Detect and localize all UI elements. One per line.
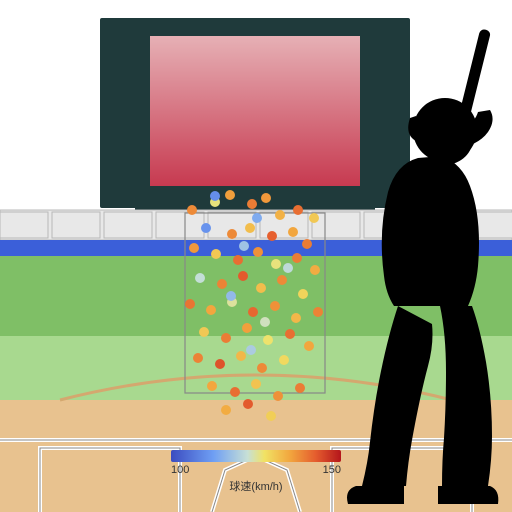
pitch-marker (189, 243, 199, 253)
pitch-marker (238, 271, 248, 281)
pitch-marker (236, 351, 246, 361)
pitch-marker (243, 399, 253, 409)
pitch-marker (233, 255, 243, 265)
legend-gradient (171, 450, 341, 462)
pitch-marker (304, 341, 314, 351)
pitch-marker (257, 363, 267, 373)
pitch-marker (226, 291, 236, 301)
pitch-marker (271, 259, 281, 269)
pitch-marker (199, 327, 209, 337)
pitch-marker (211, 249, 221, 259)
pitch-marker (293, 205, 303, 215)
pitch-marker (283, 263, 293, 273)
pitch-marker (261, 193, 271, 203)
pitch-marker (187, 205, 197, 215)
pitch-marker (313, 307, 323, 317)
pitch-marker (246, 345, 256, 355)
pitch-marker (185, 299, 195, 309)
pitch-marker (260, 317, 270, 327)
pitch-marker (210, 191, 220, 201)
pitch-marker (247, 199, 257, 209)
pitch-marker (277, 275, 287, 285)
pitch-marker (273, 391, 283, 401)
pitch-marker (270, 301, 280, 311)
pitch-location-chart (0, 0, 512, 512)
pitch-marker (285, 329, 295, 339)
pitch-marker (279, 355, 289, 365)
pitch-marker (298, 289, 308, 299)
pitch-marker (266, 411, 276, 421)
pitch-marker (291, 313, 301, 323)
pitch-marker (292, 253, 302, 263)
pitch-marker (242, 323, 252, 333)
pitch-marker (256, 283, 266, 293)
pitch-marker (215, 359, 225, 369)
pitch-marker (309, 213, 319, 223)
legend-tick-max: 150 (323, 464, 341, 476)
pitch-marker (245, 223, 255, 233)
pitch-marker (253, 247, 263, 257)
pitch-marker (275, 210, 285, 220)
pitch-marker (225, 190, 235, 200)
pitch-marker (207, 381, 217, 391)
pitch-marker (239, 241, 249, 251)
pitch-marker (267, 231, 277, 241)
legend-ticks: 100 150 (171, 464, 341, 476)
pitch-marker (195, 273, 205, 283)
pitch-marker (193, 353, 203, 363)
pitch-marker (252, 213, 262, 223)
pitch-marker (263, 335, 273, 345)
legend-tick-min: 100 (171, 464, 189, 476)
pitch-marker (227, 229, 237, 239)
pitch-marker (248, 307, 258, 317)
pitch-marker (302, 239, 312, 249)
pitch-marker (217, 279, 227, 289)
pitch-marker (251, 379, 261, 389)
pitch-marker (201, 223, 211, 233)
color-legend: 100 150 球速(km/h) (171, 450, 341, 494)
pitch-marker (230, 387, 240, 397)
pitch-marker (221, 405, 231, 415)
pitch-marker (310, 265, 320, 275)
pitch-marker (206, 305, 216, 315)
pitch-marker (221, 333, 231, 343)
pitch-marker (288, 227, 298, 237)
legend-label: 球速(km/h) (171, 478, 341, 494)
pitch-marker (295, 383, 305, 393)
